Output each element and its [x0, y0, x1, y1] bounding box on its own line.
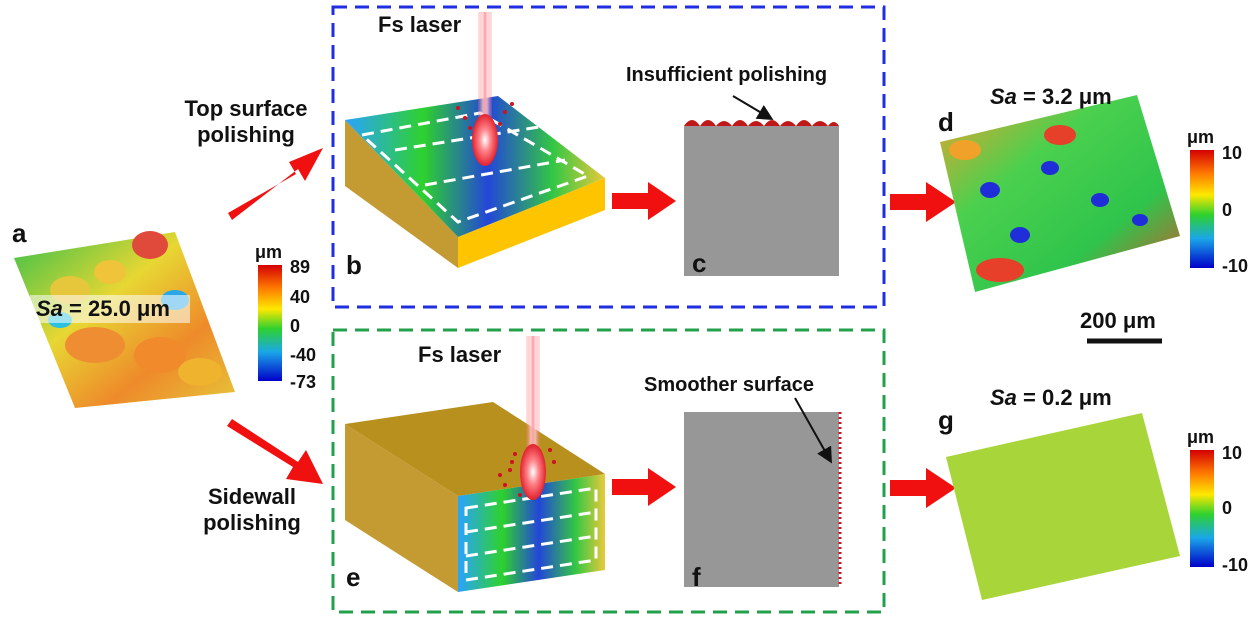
- colorbar-d-tick: 0: [1222, 200, 1233, 220]
- sa-symbol-d: Sa: [990, 84, 1017, 109]
- surface-map-g: [946, 413, 1180, 600]
- scale-bar-label: 200 μm: [1080, 308, 1156, 333]
- sidewall-polishing-label: Sidewall polishing: [192, 484, 312, 537]
- sa-symbol-a: Sa: [36, 296, 63, 321]
- colorbar-a-tick: 40: [290, 287, 311, 307]
- arrow-b-c: [612, 182, 676, 220]
- sa-value-a: Sa = 25.0 μm: [36, 296, 170, 322]
- arrow-to-sidewall: [227, 419, 323, 484]
- panel-label-g: g: [938, 405, 954, 435]
- panel-label-f: f: [692, 562, 701, 592]
- colorbar-d-tick: 10: [1222, 143, 1243, 163]
- colorbar-g-tick: -10: [1222, 555, 1249, 575]
- colorbar-a-tick: 0: [290, 316, 301, 336]
- arrows: [227, 148, 956, 508]
- arrow-to-top: [228, 148, 323, 220]
- laser-e: [498, 336, 556, 500]
- colorbar-a: [258, 265, 282, 381]
- sa-symbol-g: Sa: [990, 385, 1017, 410]
- colorbar-d-tick: -10: [1222, 256, 1249, 276]
- cross-section-f: [684, 412, 842, 587]
- top-surface-line1: Top surface: [184, 96, 308, 121]
- smoother-pointer: [794, 397, 832, 464]
- sidewall-polishing-box: [331, 328, 886, 614]
- fs-laser-label-top: Fs laser: [378, 12, 462, 37]
- insufficient-pointer: [732, 95, 774, 121]
- sa-value-g: Sa = 0.2 μm: [990, 385, 1112, 411]
- block-e: [345, 402, 605, 592]
- sa-rest-g: = 0.2 μm: [1016, 385, 1112, 410]
- colorbar-a-tick: -40: [290, 345, 317, 365]
- arrow-c-d: [890, 182, 956, 222]
- laser-b: [456, 12, 514, 166]
- arrow-e-f: [612, 468, 676, 506]
- colorbar-d: [1190, 150, 1214, 268]
- sa-rest-d: = 3.2 μm: [1016, 84, 1112, 109]
- colorbar-g-tick: 0: [1222, 498, 1233, 518]
- panel-label-d: d: [938, 107, 954, 137]
- panel-label-b: b: [346, 250, 362, 280]
- panel-label-e: e: [346, 562, 361, 592]
- insufficient-polishing-label: Insufficient polishing: [626, 64, 828, 86]
- colorbar-a-tick: -73: [290, 372, 317, 392]
- block-b: [345, 96, 605, 268]
- panel-label-c: c: [692, 248, 707, 278]
- colorbar-a-unit: μm: [255, 242, 283, 262]
- sa-rest-a: = 25.0 μm: [62, 296, 170, 321]
- sa-a-backdrop: [30, 295, 190, 323]
- sidewall-line1: Sidewall: [207, 484, 297, 509]
- colorbar-g-unit: μm: [1187, 427, 1215, 447]
- fs-laser-label-bottom: Fs laser: [418, 342, 502, 367]
- colorbar-d-unit: μm: [1187, 127, 1215, 147]
- surface-map-d: [940, 95, 1180, 292]
- colorbar-a-tick: 89: [290, 257, 311, 277]
- colorbar-g: [1190, 450, 1214, 567]
- smoother-surface-label: Smoother surface: [644, 374, 815, 396]
- sidewall-line2: polishing: [203, 510, 301, 536]
- arrow-f-g: [890, 468, 956, 508]
- panel-label-a: a: [12, 218, 27, 248]
- top-surface-line2: polishing: [197, 122, 295, 148]
- colorbar-g-tick: 10: [1222, 443, 1243, 463]
- cross-section-c: [684, 120, 839, 276]
- top-polishing-box: [331, 5, 886, 309]
- sa-value-d: Sa = 3.2 μm: [990, 84, 1112, 110]
- top-surface-polishing-label: Top surface polishing: [162, 96, 330, 149]
